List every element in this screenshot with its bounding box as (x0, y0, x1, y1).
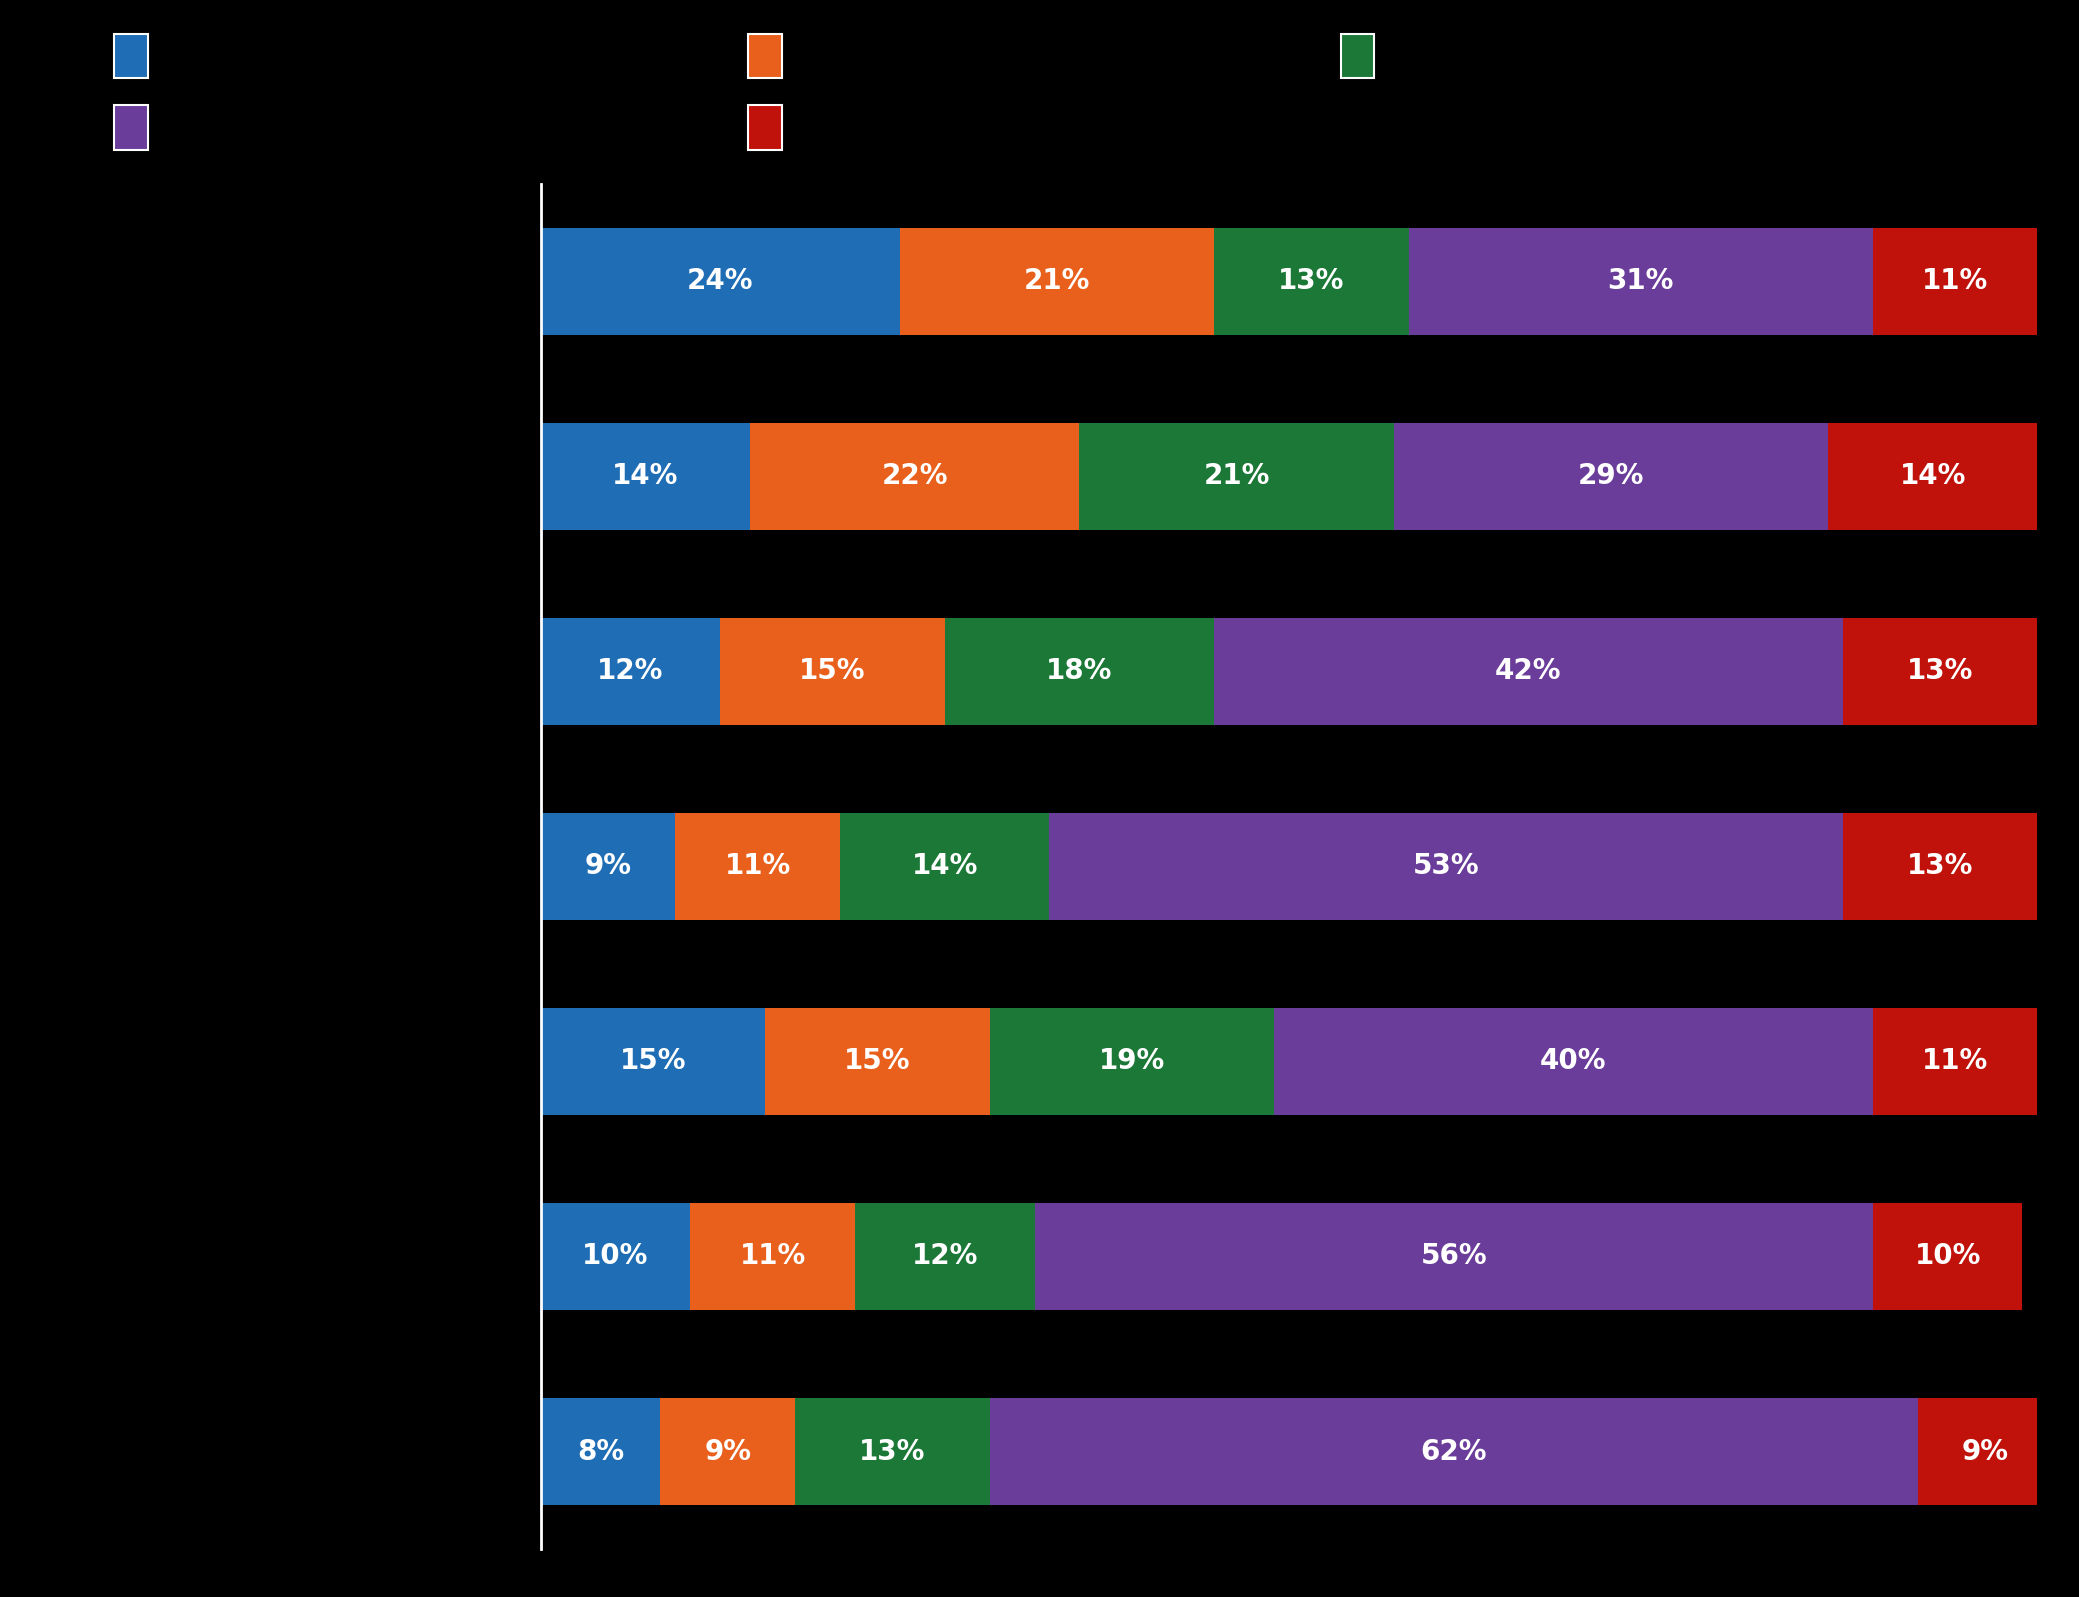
Text: 15%: 15% (620, 1048, 686, 1075)
Bar (1873, 1008, 2037, 1115)
Text: 10%: 10% (582, 1242, 649, 1271)
Text: 15%: 15% (798, 658, 865, 685)
Bar (1842, 813, 2037, 920)
Bar (1214, 227, 1410, 335)
Text: 10%: 10% (1915, 1242, 1981, 1271)
Text: 13%: 13% (1279, 267, 1345, 295)
Text: 11%: 11% (1921, 267, 1988, 295)
Bar (794, 1397, 990, 1506)
Text: 62%: 62% (1420, 1437, 1486, 1466)
Bar (1214, 618, 1842, 725)
Bar (854, 1203, 1035, 1310)
Bar (541, 813, 676, 920)
Text: 12%: 12% (911, 1242, 977, 1271)
Bar (1917, 1397, 2052, 1506)
Bar (1035, 1203, 1873, 1310)
Bar (1393, 423, 1827, 530)
Bar (840, 813, 1050, 920)
Bar (1873, 227, 2037, 335)
Bar (944, 618, 1214, 725)
Text: 56%: 56% (1420, 1242, 1486, 1271)
Bar (676, 813, 840, 920)
Text: 8%: 8% (576, 1437, 624, 1466)
Bar (541, 618, 719, 725)
Bar (1079, 423, 1393, 530)
Bar (751, 423, 1079, 530)
Bar (1410, 227, 1873, 335)
Bar (765, 1008, 990, 1115)
Bar (1827, 423, 2037, 530)
Text: 18%: 18% (1046, 658, 1112, 685)
Text: 9%: 9% (1960, 1437, 2008, 1466)
Text: 11%: 11% (740, 1242, 807, 1271)
Bar (1873, 1203, 2023, 1310)
Text: 13%: 13% (859, 1437, 925, 1466)
Bar (541, 423, 751, 530)
Text: 13%: 13% (1906, 853, 1973, 880)
Bar (719, 618, 944, 725)
Text: 40%: 40% (1541, 1048, 1607, 1075)
Bar (661, 1397, 794, 1506)
Bar (900, 227, 1214, 335)
Text: 15%: 15% (844, 1048, 911, 1075)
Text: 21%: 21% (1023, 267, 1089, 295)
Text: 19%: 19% (1098, 1048, 1164, 1075)
Text: 21%: 21% (1204, 462, 1270, 490)
Text: 14%: 14% (911, 853, 977, 880)
Bar (990, 1397, 1917, 1506)
Text: 53%: 53% (1414, 853, 1480, 880)
Bar (990, 1008, 1274, 1115)
Text: 11%: 11% (1921, 1048, 1988, 1075)
Text: 24%: 24% (686, 267, 753, 295)
Bar (1274, 1008, 1873, 1115)
Text: 14%: 14% (1900, 462, 1967, 490)
Bar (541, 1203, 690, 1310)
Text: 13%: 13% (1906, 658, 1973, 685)
Text: 42%: 42% (1495, 658, 1561, 685)
Bar (690, 1203, 854, 1310)
Text: 31%: 31% (1607, 267, 1674, 295)
Text: 29%: 29% (1578, 462, 1644, 490)
Bar (541, 227, 900, 335)
Bar (541, 1008, 765, 1115)
Text: 12%: 12% (597, 658, 663, 685)
Text: 11%: 11% (723, 853, 790, 880)
Bar (1842, 618, 2037, 725)
Bar (541, 1397, 661, 1506)
Text: 9%: 9% (584, 853, 632, 880)
Bar (1050, 813, 1842, 920)
Text: 14%: 14% (611, 462, 678, 490)
Text: 9%: 9% (705, 1437, 751, 1466)
Text: 22%: 22% (881, 462, 948, 490)
